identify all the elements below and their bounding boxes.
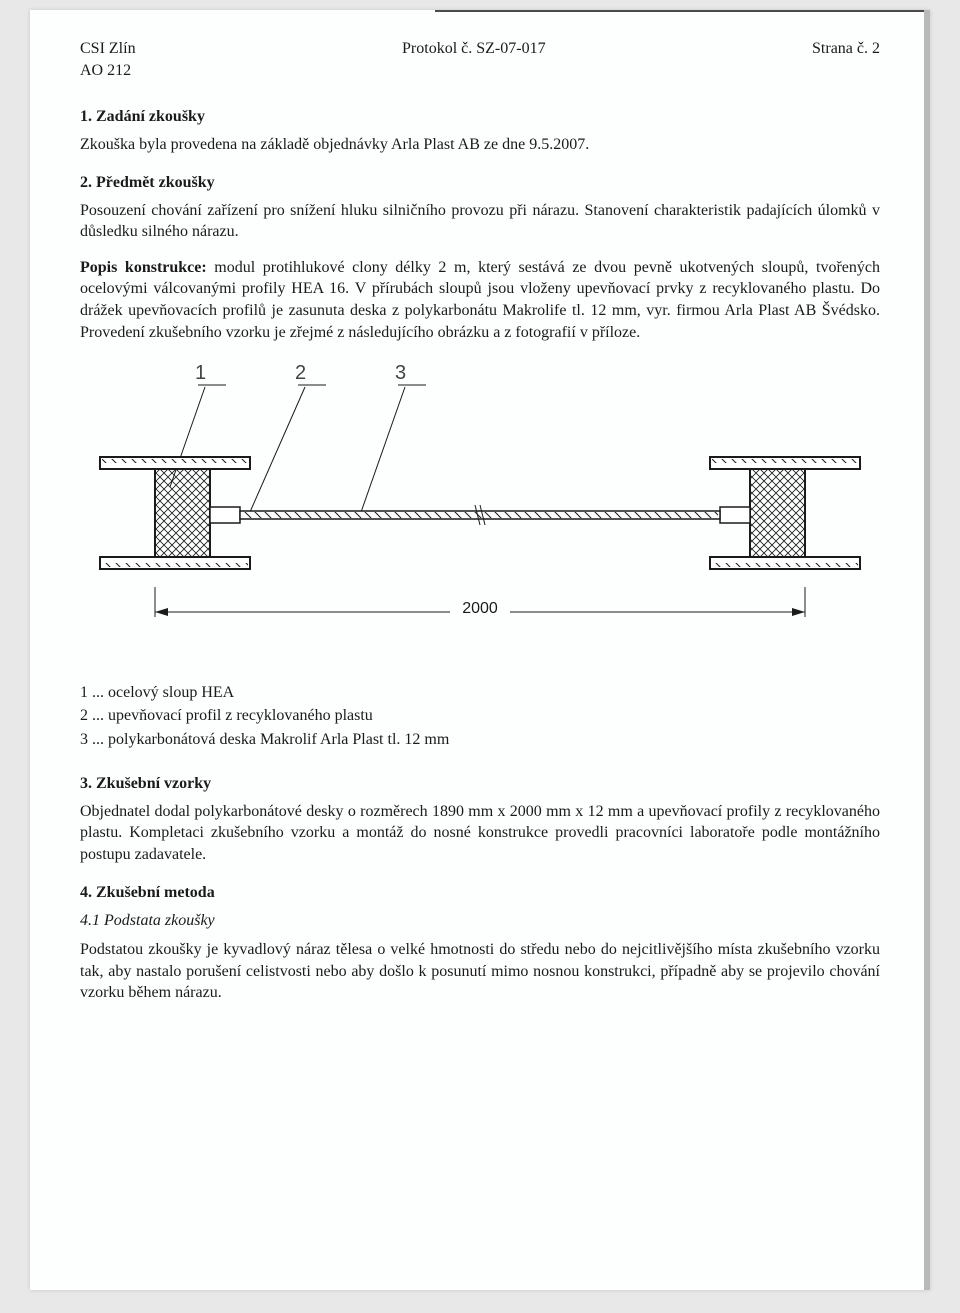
section-4-title: 4. Zkušební metoda — [80, 884, 880, 902]
diagram-legend: 1 ... ocelový sloup HEA 2 ... upevňovací… — [80, 681, 880, 751]
section-3-text: Objednatel dodal polykarbonátové desky o… — [80, 801, 880, 866]
section-2-title: 2. Předmět zkoušky — [80, 174, 880, 192]
section-1-title: 1. Zadání zkoušky — [80, 108, 880, 126]
section-3-title: 3. Zkušební vzorky — [80, 775, 880, 793]
diagram-svg: 1 2 3 — [80, 357, 880, 657]
section-2-p1: Posouzení chování zařízení pro snížení h… — [80, 200, 880, 243]
document-page: CSI Zlín Protokol č. SZ-07-017 Strana č.… — [30, 10, 930, 1290]
header-org-2: AO 212 — [80, 62, 880, 80]
callout-2-label: 2 — [295, 362, 306, 384]
callout-3-label: 3 — [395, 362, 406, 384]
section-2-p2: Popis konstrukce: modul protihlukové clo… — [80, 257, 880, 343]
construction-diagram: 1 2 3 — [80, 357, 880, 657]
header-pagenum: Strana č. 2 — [812, 40, 880, 58]
legend-item-3: 3 ... polykarbonátová deska Makrolif Arl… — [80, 728, 880, 751]
right-border-shadow — [924, 10, 930, 1290]
section-2-p2-lead: Popis konstrukce: — [80, 259, 207, 276]
section-4-subtitle: 4.1 Podstata zkoušky — [80, 910, 880, 932]
legend-item-1: 1 ... ocelový sloup HEA — [80, 681, 880, 704]
top-border — [435, 10, 930, 12]
section-1-text: Zkouška byla provedena na základě objedn… — [80, 134, 880, 156]
page-header: CSI Zlín Protokol č. SZ-07-017 Strana č.… — [80, 40, 880, 58]
section-4-text: Podstatou zkoušky je kyvadlový náraz těl… — [80, 939, 880, 1004]
header-protocol: Protokol č. SZ-07-017 — [402, 40, 546, 58]
dimension-label: 2000 — [462, 600, 498, 617]
header-org: CSI Zlín — [80, 40, 136, 58]
callout-1-label: 1 — [195, 362, 206, 384]
legend-item-2: 2 ... upevňovací profil z recyklovaného … — [80, 704, 880, 727]
